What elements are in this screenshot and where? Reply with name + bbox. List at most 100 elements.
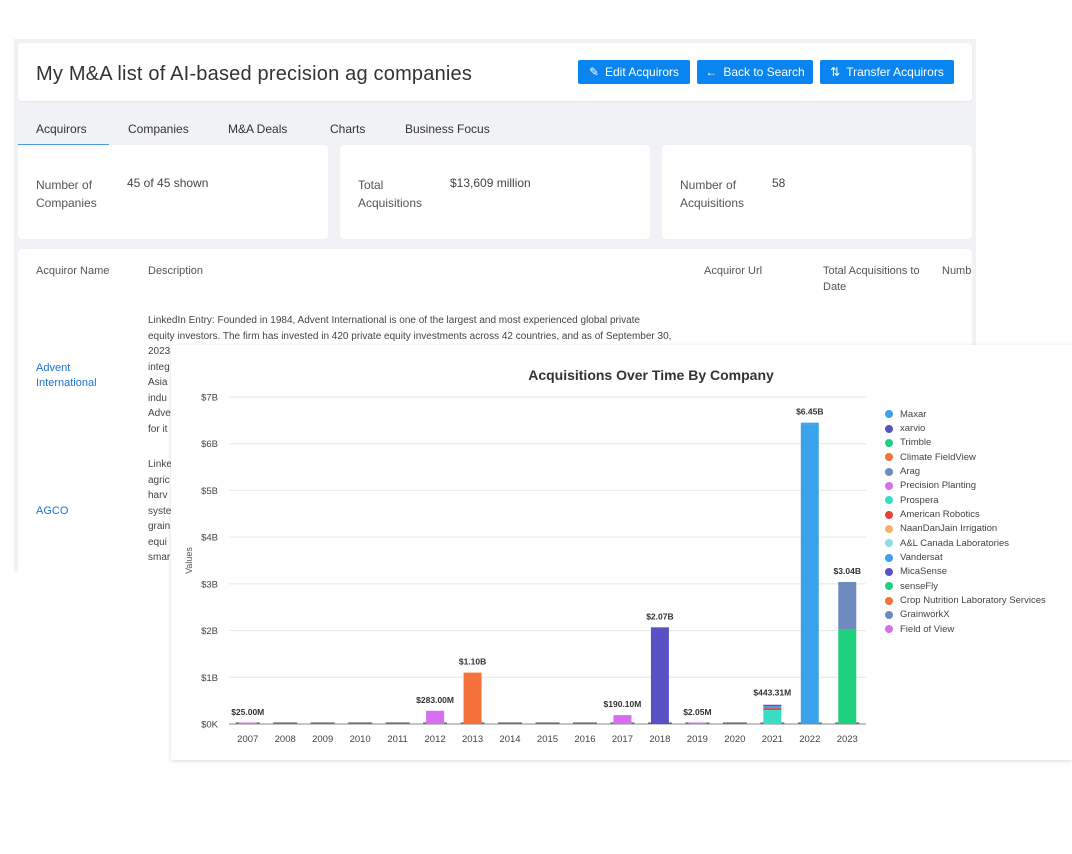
stat-label: Total Acquisitions: [358, 178, 423, 210]
bar-segment: [613, 715, 632, 724]
bar-total-label: $6.45B: [796, 407, 823, 417]
chart-title: Acquisitions Over Time By Company: [528, 367, 774, 383]
x-tick-label: 2023: [837, 734, 858, 745]
legend-label: Trimble: [900, 437, 932, 449]
legend-label: senseFly: [900, 580, 939, 592]
bar-total-label: $25.00M: [231, 707, 264, 717]
bar-segment: [838, 581, 857, 630]
legend-label: Maxar: [900, 408, 927, 420]
stat-value: 45 of 45 shown: [127, 176, 209, 190]
chart-legend: Maxar xarvio Trimble Climate FieldView Arag P…: [885, 407, 1046, 637]
y-tick-label: $1B: [201, 673, 218, 684]
bar-total-label: $3.04B: [834, 566, 861, 576]
table-row-name-link[interactable]: Advent International: [36, 362, 97, 389]
legend-label: xarvio: [900, 423, 926, 435]
legend-item[interactable]: American Robotics: [885, 507, 1046, 521]
legend-label: Prospera: [900, 494, 939, 506]
column-header-total[interactable]: Total Acquisitions to Date: [823, 265, 920, 293]
y-tick-label: $6B: [201, 439, 218, 450]
table-row-description: LinkedIn Entry: Founded in 1984, Advent …: [148, 315, 672, 435]
legend-swatch: [885, 453, 893, 462]
tab-charts[interactable]: Charts: [330, 122, 366, 136]
tab-acquirors[interactable]: Acquirors: [18, 122, 109, 145]
legend-label: GrainworkX: [900, 609, 950, 621]
bar-segment: [763, 704, 782, 707]
x-tick-label: 2012: [425, 734, 446, 745]
stat-label: Number of Companies: [36, 178, 97, 210]
bar-total-label: $443.31M: [753, 687, 791, 697]
bar-segment: [838, 629, 857, 724]
arrow-left-icon: ←: [705, 65, 718, 79]
column-header-name[interactable]: Acquiror Name: [36, 265, 110, 277]
column-header-number[interactable]: Number of Acquisitions: [942, 265, 972, 277]
legend-swatch: [885, 567, 893, 576]
y-axis-label: Values: [184, 547, 194, 574]
x-tick-label: 2022: [799, 734, 820, 745]
legend-label: Arag: [900, 466, 921, 478]
legend-swatch: [885, 510, 893, 519]
legend-item[interactable]: Precision Planting: [885, 479, 1046, 493]
legend-item[interactable]: senseFly: [885, 579, 1046, 593]
legend-item[interactable]: Climate FieldView: [885, 450, 1046, 464]
tab-bar: Acquirors Companies M&A Deals Charts Bus…: [18, 114, 972, 145]
swap-vertical-icon: ⇅: [830, 65, 841, 79]
legend-swatch: [885, 496, 893, 505]
page-header: My M&A list of AI-based precision ag com…: [18, 43, 972, 101]
x-tick-label: 2017: [612, 734, 633, 745]
back-to-search-button[interactable]: ← Back to Search: [697, 60, 813, 84]
bar-segment: [763, 708, 782, 710]
chart-panel: Acquisitions Over Time By Company $0K $1B…: [171, 345, 1072, 760]
legend-item[interactable]: Trimble: [885, 436, 1046, 450]
tab-ma-deals[interactable]: M&A Deals: [228, 122, 288, 136]
transfer-acquirors-button[interactable]: ⇅ Transfer Acquirors: [820, 60, 954, 84]
bar-segment: [426, 710, 445, 724]
legend-item[interactable]: xarvio: [885, 421, 1046, 435]
legend-item[interactable]: A&L Canada Laboratories: [885, 536, 1046, 550]
x-tick-label: 2007: [237, 734, 258, 745]
column-header-url[interactable]: Acquiror Url: [704, 265, 763, 277]
x-tick-label: 2010: [350, 734, 371, 745]
legend-swatch: [885, 524, 893, 533]
table-row-name-link[interactable]: AGCO: [36, 505, 69, 517]
column-header-description[interactable]: Description: [148, 265, 204, 277]
legend-label: NaanDanJain Irrigation: [900, 523, 998, 535]
x-tick-label: 2014: [499, 734, 520, 745]
x-tick-label: 2011: [387, 734, 407, 745]
y-tick-label: $4B: [201, 533, 218, 544]
legend-swatch: [885, 596, 893, 605]
legend-swatch: [885, 438, 893, 447]
table-row-description: Linke agric harv syste grain equi smar: [148, 459, 172, 563]
back-to-search-label: Back to Search: [723, 65, 805, 79]
legend-item[interactable]: MicaSense: [885, 565, 1046, 579]
stat-card-total-acquisitions: Total Acquisitions $13,609 million: [340, 145, 650, 239]
legend-label: Field of View: [900, 623, 955, 635]
legend-item[interactable]: Field of View: [885, 622, 1046, 636]
legend-label: MicaSense: [900, 566, 947, 578]
legend-item[interactable]: Prospera: [885, 493, 1046, 507]
bar-total-label: $283.00M: [416, 695, 454, 705]
legend-item[interactable]: GrainworkX: [885, 608, 1046, 622]
legend-swatch: [885, 424, 893, 433]
legend-item[interactable]: Vandersat: [885, 550, 1046, 564]
legend-swatch: [885, 539, 893, 548]
bar-segment: [688, 722, 707, 724]
legend-item[interactable]: Maxar: [885, 407, 1046, 421]
x-tick-label: 2013: [462, 734, 483, 745]
edit-acquirors-label: Edit Acquirors: [605, 65, 680, 79]
transfer-acquirors-label: Transfer Acquirors: [846, 65, 944, 79]
acquisitions-chart: $0K $1B $2B $3B $4B $5B $6B $7B Values 2007 2008 20…: [184, 393, 866, 745]
edit-acquirors-button[interactable]: ✎ Edit Acquirors: [578, 60, 690, 84]
legend-swatch: [885, 481, 893, 490]
y-tick-label: $7B: [201, 393, 218, 404]
legend-swatch: [885, 553, 893, 562]
tab-business-focus[interactable]: Business Focus: [405, 122, 490, 136]
legend-item[interactable]: NaanDanJain Irrigation: [885, 522, 1046, 536]
bar-segment: [763, 706, 782, 709]
legend-label: A&L Canada Laboratories: [900, 537, 1009, 549]
legend-label: American Robotics: [900, 509, 980, 521]
tab-companies[interactable]: Companies: [128, 122, 189, 136]
legend-item[interactable]: Crop Nutrition Laboratory Services: [885, 593, 1046, 607]
legend-label: Vandersat: [900, 552, 943, 564]
legend-item[interactable]: Arag: [885, 464, 1046, 478]
y-tick-label: $0K: [201, 720, 219, 731]
